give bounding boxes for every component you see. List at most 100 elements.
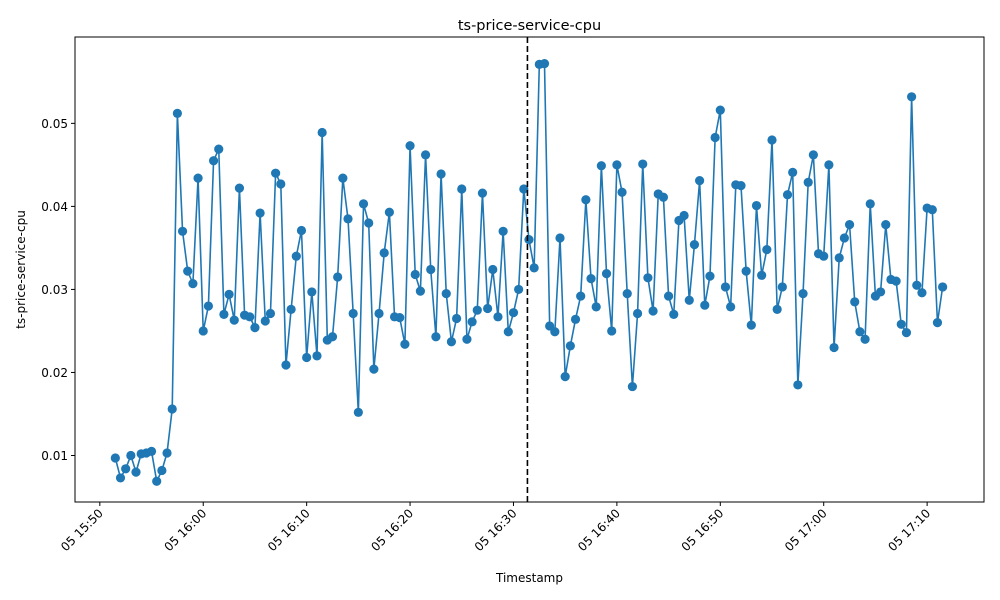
data-point <box>596 161 606 171</box>
data-point <box>498 226 508 236</box>
data-point <box>891 276 901 286</box>
data-point <box>912 280 922 290</box>
data-point <box>157 465 167 476</box>
data-point <box>265 308 276 319</box>
data-point <box>700 300 710 310</box>
data-point <box>276 179 286 189</box>
data-point <box>224 289 234 300</box>
data-point <box>695 176 705 186</box>
data-point <box>767 135 777 145</box>
data-point <box>508 308 519 318</box>
data-point <box>358 199 369 209</box>
data-point <box>451 313 462 324</box>
data-point <box>188 279 198 289</box>
data-point <box>255 208 265 218</box>
data-point <box>638 159 648 169</box>
data-point <box>601 269 612 279</box>
x-tick-label: 05 16:00 <box>162 506 210 554</box>
data-point <box>850 297 860 307</box>
data-point <box>663 291 674 301</box>
y-tick-label: 0.03 <box>41 283 68 297</box>
data-point <box>772 304 782 314</box>
data-point <box>710 132 720 143</box>
data-point <box>260 316 270 326</box>
data-point <box>348 308 358 319</box>
data-point <box>462 334 472 344</box>
x-tick-label: 05 16:20 <box>368 506 416 554</box>
data-point <box>214 144 224 154</box>
data-point <box>808 150 818 160</box>
data-point <box>896 319 906 329</box>
data-point <box>338 173 348 183</box>
data-point <box>410 269 420 280</box>
data-point <box>162 448 172 458</box>
data-point <box>720 282 731 292</box>
data-point <box>839 233 849 243</box>
data-point <box>741 266 751 276</box>
data-point <box>203 301 213 311</box>
data-point <box>560 372 570 382</box>
data-point <box>881 220 891 230</box>
data-point <box>726 302 736 312</box>
data-point <box>824 160 834 170</box>
data-point <box>757 270 767 280</box>
data-point <box>343 214 353 224</box>
y-tick-label: 0.04 <box>41 200 68 214</box>
y-axis-label: ts-price-service-cpu <box>14 210 28 329</box>
data-point <box>938 282 948 292</box>
data-point <box>777 282 787 292</box>
data-point <box>431 332 441 342</box>
data-point <box>121 464 131 474</box>
data-point <box>193 173 203 183</box>
data-point <box>296 225 307 236</box>
chart-title: ts-price-service-cpu <box>458 18 601 34</box>
data-point <box>803 177 813 187</box>
data-point <box>353 407 363 417</box>
data-point <box>110 453 120 463</box>
data-point <box>281 360 291 370</box>
data-point <box>405 141 415 151</box>
data-point <box>519 184 529 194</box>
data-point <box>617 187 627 197</box>
data-point <box>679 210 689 221</box>
x-axis-label: Timestamp <box>495 571 563 585</box>
data-point <box>488 264 498 275</box>
data-point <box>441 288 451 299</box>
data-point <box>715 105 725 115</box>
data-point <box>570 314 581 324</box>
data-point <box>317 127 327 138</box>
data-point <box>658 192 669 202</box>
data-point <box>591 302 601 312</box>
x-tick-label: 05 16:50 <box>679 506 727 554</box>
data-point <box>467 317 477 327</box>
data-point <box>384 207 394 217</box>
data-point <box>627 381 638 392</box>
data-point <box>844 220 855 230</box>
data-point <box>834 253 844 263</box>
data-point <box>927 205 937 215</box>
data-point <box>457 184 467 194</box>
data-point <box>901 328 912 338</box>
x-axis: 05 15:50 05 16:00 05 16:10 05 16:20 05 16:30… <box>58 502 933 554</box>
data-point <box>115 473 126 483</box>
data-point <box>250 323 260 333</box>
data-point <box>312 351 322 361</box>
data-point <box>167 404 177 414</box>
data-point <box>705 271 715 281</box>
data-point <box>291 251 301 261</box>
plot-area <box>110 37 948 502</box>
data-point <box>865 199 875 209</box>
data-point <box>565 341 575 351</box>
data-point <box>198 326 208 336</box>
x-tick-label: 05 16:10 <box>265 506 313 554</box>
series-line <box>114 62 944 484</box>
data-point <box>379 248 389 258</box>
y-tick-label: 0.01 <box>41 449 68 463</box>
data-point <box>555 233 565 243</box>
data-point <box>648 306 658 316</box>
data-point <box>607 326 617 336</box>
data-point <box>374 308 384 319</box>
y-axis: 0.01 0.02 0.03 0.04 0.05 <box>41 117 75 463</box>
y-tick-label: 0.02 <box>41 366 68 380</box>
